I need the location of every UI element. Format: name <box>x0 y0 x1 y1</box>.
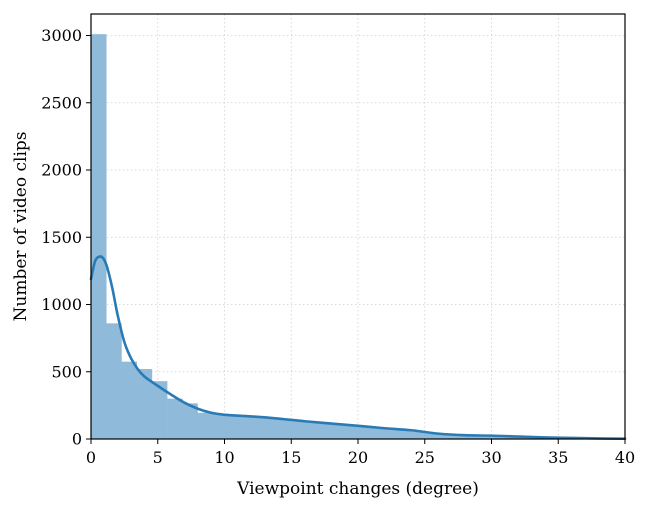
histogram-bar <box>121 361 137 439</box>
histogram-bars <box>91 34 624 440</box>
y-tick-label: 2000 <box>41 161 82 180</box>
x-tick-label: 10 <box>214 448 234 467</box>
y-tick-label: 0 <box>72 430 82 449</box>
histogram-bar <box>486 436 503 439</box>
x-axis-ticks: 0 5 10 15 20 25 30 35 40 <box>86 439 635 467</box>
x-tick-label: 5 <box>153 448 163 467</box>
y-tick-label: 3000 <box>41 26 82 45</box>
histogram-bar <box>212 414 229 439</box>
histogram-bar <box>395 430 411 439</box>
histogram-bar <box>136 369 153 439</box>
y-tick-label: 2500 <box>41 93 82 112</box>
histogram-bar <box>273 418 290 439</box>
histogram-bar <box>167 398 183 439</box>
histogram-bar <box>410 431 427 439</box>
histogram-bar <box>258 417 274 439</box>
y-tick-label: 500 <box>51 362 82 381</box>
histogram-bar <box>182 403 198 439</box>
histogram-bar <box>319 423 335 439</box>
histogram-bar <box>106 323 122 439</box>
histogram-bar <box>425 433 442 439</box>
y-axis-label: Number of video clips <box>11 132 31 322</box>
histogram-bar <box>334 424 351 439</box>
y-tick-label: 1500 <box>41 228 82 247</box>
x-tick-label: 35 <box>548 448 568 467</box>
x-tick-label: 0 <box>86 448 96 467</box>
histogram-bar <box>91 34 107 440</box>
x-tick-label: 40 <box>615 448 635 467</box>
x-tick-label: 25 <box>415 448 435 467</box>
histogram-bar <box>151 381 168 439</box>
x-tick-label: 20 <box>348 448 368 467</box>
histogram-bar <box>501 436 518 439</box>
x-tick-label: 30 <box>481 448 501 467</box>
x-tick-label: 15 <box>281 448 301 467</box>
kde-curve <box>89 255 627 441</box>
histogram-bar <box>364 427 381 439</box>
histogram-bar <box>441 434 457 439</box>
grid-lines <box>90 14 626 440</box>
histogram-bar <box>243 416 259 439</box>
histogram-bar <box>304 421 320 439</box>
histogram-bar <box>471 435 487 439</box>
histogram-bar <box>197 412 214 439</box>
histogram-bar <box>288 420 305 439</box>
y-tick-label: 1000 <box>41 295 82 314</box>
histogram-bar <box>227 415 244 439</box>
histogram-bar <box>380 428 396 439</box>
x-axis-label: Viewpoint changes (degree) <box>236 479 479 499</box>
histogram-bar <box>349 425 366 439</box>
histogram-bar <box>456 435 472 439</box>
y-axis-ticks: 0 500 1000 1500 2000 2500 3000 <box>41 26 91 449</box>
